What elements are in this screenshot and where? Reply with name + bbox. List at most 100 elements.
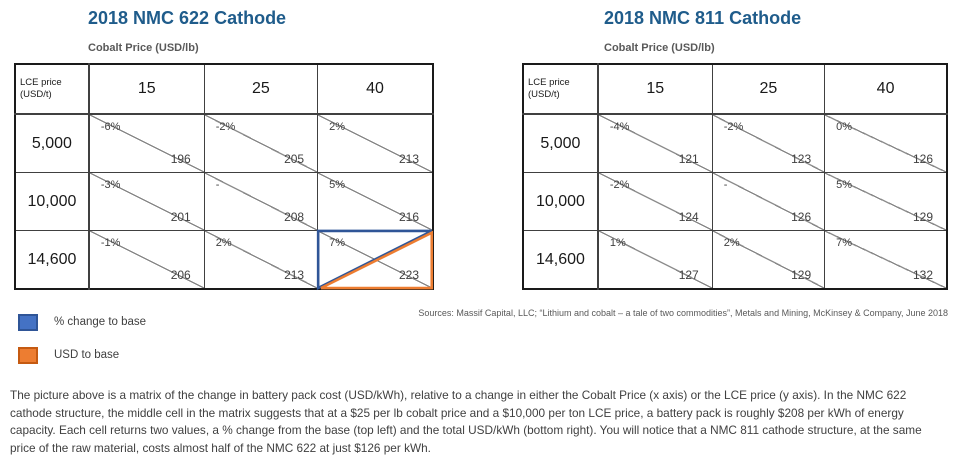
panel-title-nmc811: 2018 NMC 811 Cathode bbox=[604, 8, 802, 28]
matrix-cell-base: - 126 bbox=[711, 172, 826, 231]
usd-value: 208 bbox=[284, 210, 305, 224]
table-header-row: LCE price (USD/t) 15 25 40 bbox=[522, 63, 948, 115]
table-row: 5,000 -6% 196 -2% 205 2% 213 bbox=[14, 113, 434, 173]
row-header: 10,000 bbox=[14, 172, 90, 231]
legend-label: % change to base bbox=[54, 316, 147, 328]
corner-cell-lce-price: LCE price (USD/t) bbox=[14, 63, 90, 115]
pct-value: 7% bbox=[329, 237, 345, 249]
matrix-cell: -6% 196 bbox=[88, 113, 205, 173]
usd-value: 129 bbox=[912, 210, 933, 224]
cell-diagonal bbox=[712, 115, 825, 172]
legend-item-usd: USD to base bbox=[18, 345, 146, 365]
col-header: 40 bbox=[317, 63, 434, 115]
usd-value: 201 bbox=[170, 210, 191, 224]
pct-value: 2% bbox=[329, 121, 345, 133]
matrix-cell: -4% 121 bbox=[597, 113, 713, 173]
cell-diagonal bbox=[89, 173, 204, 230]
legend-item-pct: % change to base bbox=[18, 312, 146, 332]
usd-value: 223 bbox=[398, 268, 419, 282]
matrix-cell: 7% 132 bbox=[824, 230, 948, 290]
pct-value: 5% bbox=[836, 179, 853, 191]
cell-diagonal bbox=[318, 173, 432, 230]
cell-diagonal bbox=[825, 115, 946, 172]
matrix-cell: 2% 129 bbox=[711, 230, 826, 290]
pct-value: -3% bbox=[100, 179, 121, 191]
usd-value: 129 bbox=[791, 268, 812, 282]
matrix-cell: 1% 127 bbox=[597, 230, 713, 290]
matrix-cell: 5% 216 bbox=[317, 172, 434, 231]
usd-value: 213 bbox=[284, 268, 305, 282]
panel-nmc622: 2018 NMC 622 Cathode Cobalt Price (USD/l… bbox=[14, 8, 434, 290]
table-row: 10,000 -2% 124 - 126 5% 129 bbox=[522, 172, 948, 231]
usd-value: 121 bbox=[678, 152, 699, 166]
cell-diagonal bbox=[712, 173, 825, 230]
legend-swatch-usd-orange bbox=[18, 346, 38, 364]
matrix-cell: 2% 213 bbox=[203, 230, 319, 290]
cell-diagonal bbox=[204, 115, 318, 172]
sensitivity-table-nmc811: LCE price (USD/t) 15 25 40 5,000 -4% 121 … bbox=[522, 63, 948, 290]
pct-value: 1% bbox=[609, 237, 626, 249]
usd-value: 206 bbox=[170, 268, 191, 282]
usd-value: 123 bbox=[791, 152, 812, 166]
matrix-cell: -2% 123 bbox=[711, 113, 826, 173]
pct-value: 7% bbox=[836, 237, 853, 249]
cell-diagonal bbox=[204, 173, 318, 230]
usd-value: 126 bbox=[791, 210, 812, 224]
legend-label: USD to base bbox=[54, 349, 120, 361]
cell-diagonal bbox=[598, 115, 712, 172]
row-header: 5,000 bbox=[522, 113, 599, 173]
col-header: 25 bbox=[711, 63, 826, 115]
sensitivity-table-nmc622: LCE price (USD/t) 15 25 40 5,000 -6% 196 … bbox=[14, 63, 434, 290]
table-header-row: LCE price (USD/t) 15 25 40 bbox=[14, 63, 434, 115]
row-header: 10,000 bbox=[522, 172, 599, 231]
matrix-cell-base: - 208 bbox=[203, 172, 319, 231]
table-row: 14,600 -1% 206 2% 213 7% 223 bbox=[14, 230, 433, 290]
pct-value: -6% bbox=[100, 121, 121, 133]
col-header: 25 bbox=[203, 63, 319, 115]
cell-diagonal bbox=[204, 231, 318, 288]
panel-nmc811: 2018 NMC 811 Cathode Cobalt Price (USD/l… bbox=[522, 8, 948, 290]
usd-value: 196 bbox=[170, 152, 191, 166]
pct-value: 2% bbox=[215, 237, 232, 249]
pct-value: 2% bbox=[723, 237, 740, 249]
legend-swatch-pct-blue bbox=[18, 313, 38, 331]
source-note: Sources: Massif Capital, LLC; “Lithium a… bbox=[418, 308, 948, 318]
pct-value: -2% bbox=[215, 121, 236, 133]
pct-value: - bbox=[723, 179, 728, 191]
matrix-cell-highlighted: 7% 223 bbox=[318, 231, 433, 290]
usd-value: 127 bbox=[678, 268, 699, 282]
usd-value: 124 bbox=[678, 210, 699, 224]
cell-diagonal bbox=[825, 173, 946, 230]
usd-value: 213 bbox=[398, 152, 419, 166]
usd-value: 216 bbox=[398, 210, 419, 224]
cobalt-price-axis-label: Cobalt Price (USD/lb) bbox=[604, 42, 715, 54]
row-header: 5,000 bbox=[14, 113, 90, 173]
description-text: The picture above is a matrix of the cha… bbox=[10, 388, 922, 455]
matrix-cell: 0% 126 bbox=[824, 113, 948, 173]
usd-value: 205 bbox=[284, 152, 305, 166]
matrix-cell: 5% 129 bbox=[824, 172, 948, 231]
col-header: 40 bbox=[824, 63, 948, 115]
matrix-cell: 2% 213 bbox=[317, 113, 434, 173]
panel-title-nmc622: 2018 NMC 622 Cathode bbox=[88, 8, 287, 28]
row-header: 14,600 bbox=[14, 230, 90, 290]
pct-value: -1% bbox=[100, 237, 121, 249]
corner-line2: (USD/t) bbox=[20, 89, 52, 100]
pct-value: 5% bbox=[329, 179, 345, 191]
pct-value: -2% bbox=[723, 121, 744, 133]
legend: % change to base USD to base bbox=[18, 312, 146, 378]
corner-line1: LCE price bbox=[528, 76, 570, 88]
matrix-cell: -1% 206 bbox=[88, 230, 205, 290]
matrix-cell: -2% 205 bbox=[203, 113, 319, 173]
corner-line2: (USD/t) bbox=[528, 89, 560, 100]
pct-value: -4% bbox=[609, 121, 630, 133]
pct-value: 0% bbox=[836, 121, 853, 133]
cobalt-price-axis-label: Cobalt Price (USD/lb) bbox=[88, 42, 199, 54]
cell-diagonal bbox=[825, 231, 946, 288]
col-header: 15 bbox=[597, 63, 713, 115]
corner-cell-lce-price: LCE price (USD/t) bbox=[522, 63, 599, 115]
col-header: 15 bbox=[88, 63, 205, 115]
row-header: 14,600 bbox=[522, 230, 599, 290]
cell-diagonal bbox=[598, 231, 712, 288]
